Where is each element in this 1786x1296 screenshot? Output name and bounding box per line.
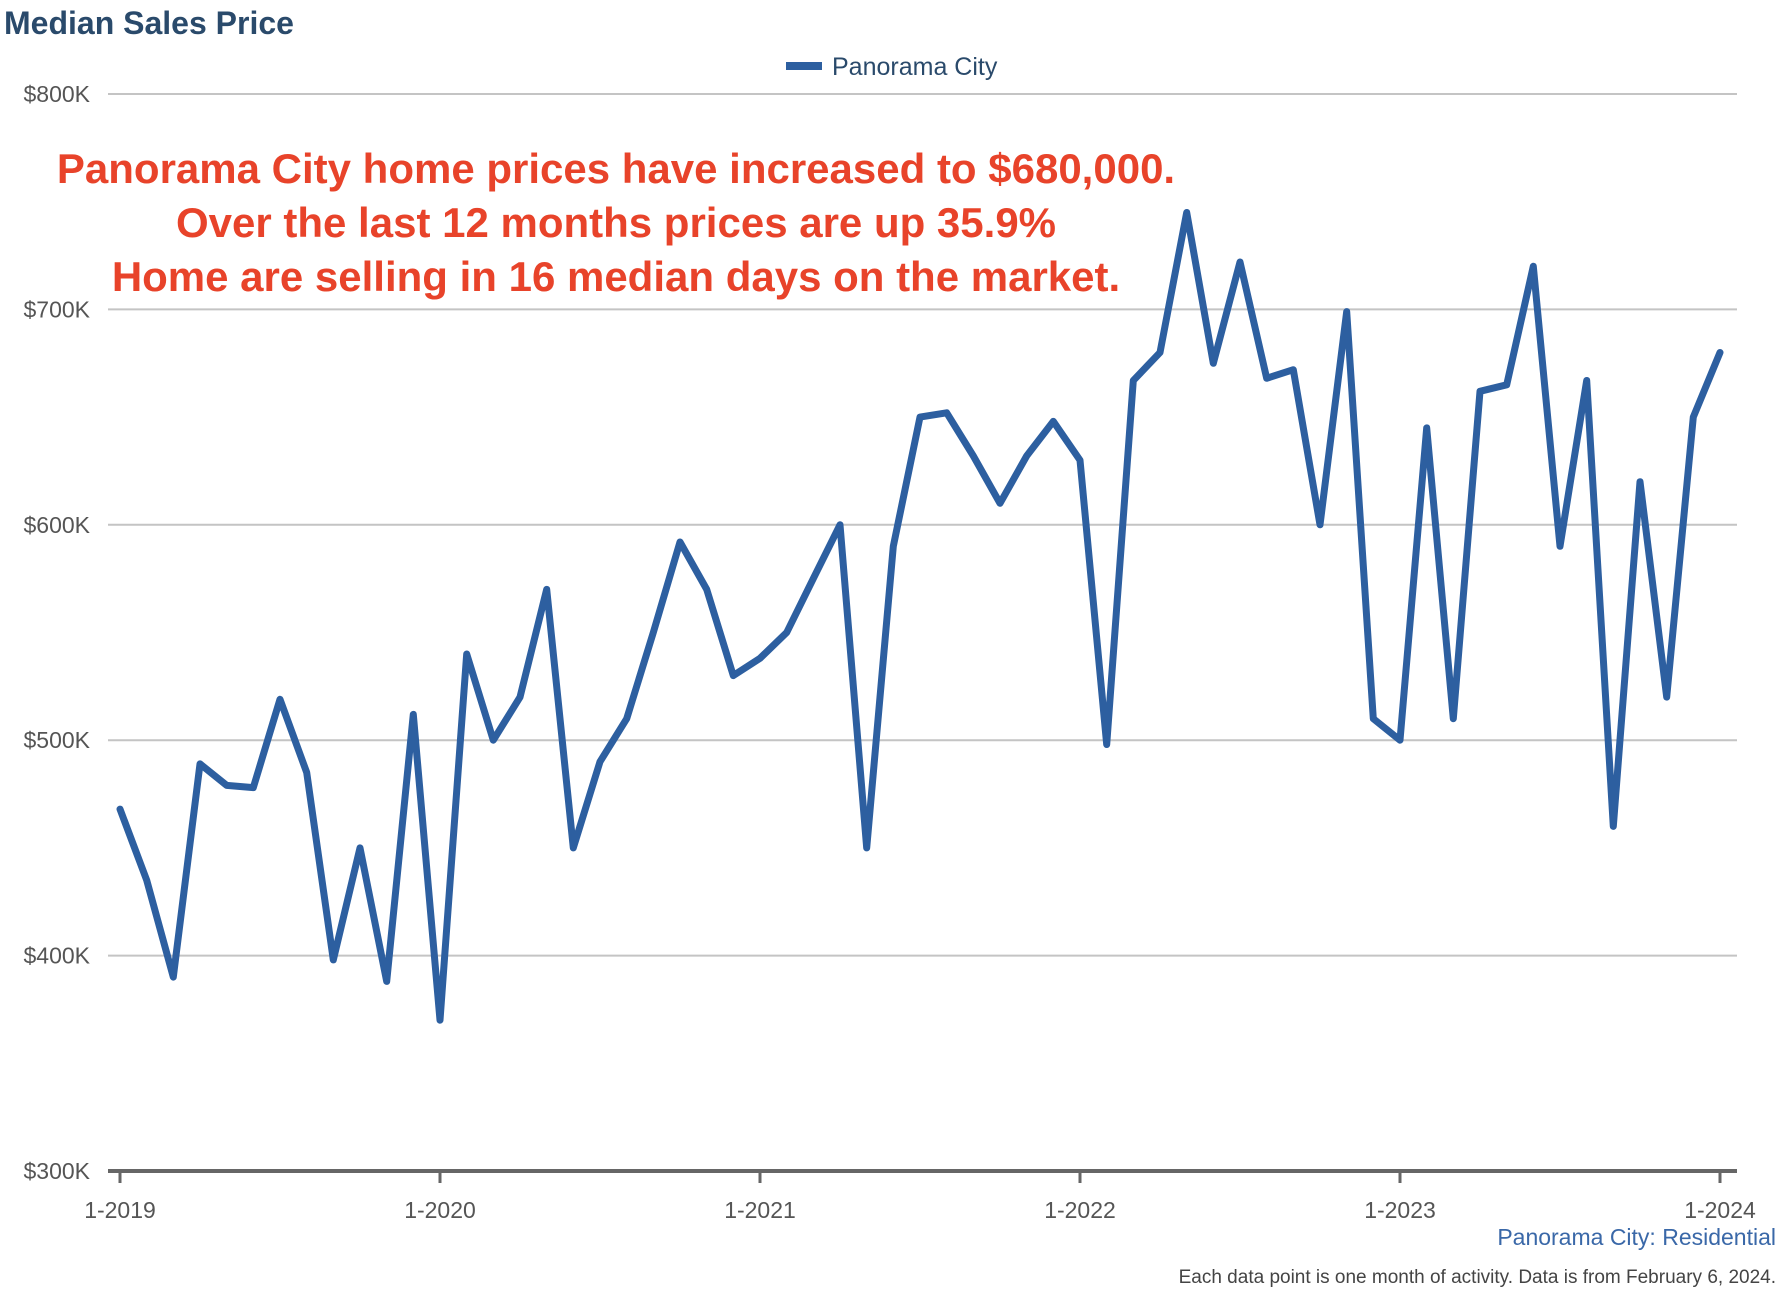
x-tick-label: 1-2023: [1364, 1197, 1436, 1223]
data-point[interactable]: [1423, 424, 1430, 431]
data-point[interactable]: [1290, 366, 1297, 373]
data-point[interactable]: [1583, 377, 1590, 384]
data-point[interactable]: [250, 784, 257, 791]
data-point[interactable]: [757, 655, 763, 662]
x-tick-label: 1-2019: [84, 1197, 156, 1223]
data-point[interactable]: [383, 978, 390, 985]
data-point[interactable]: [170, 974, 177, 981]
data-point[interactable]: [623, 715, 630, 722]
data-point[interactable]: [357, 844, 363, 851]
x-tick-label: 1-2022: [1044, 1197, 1116, 1223]
data-point[interactable]: [1397, 737, 1403, 744]
data-point[interactable]: [1130, 377, 1137, 384]
data-point[interactable]: [543, 586, 550, 593]
data-point[interactable]: [437, 1017, 443, 1024]
y-tick-label: $800K: [23, 81, 90, 107]
data-point[interactable]: [1690, 414, 1697, 421]
y-tick-label: $600K: [23, 512, 90, 538]
data-point[interactable]: [783, 629, 790, 636]
annotation-line-2: Over the last 12 months prices are up 35…: [176, 199, 1056, 246]
data-point[interactable]: [490, 737, 497, 744]
x-tick-label: 1-2020: [404, 1197, 476, 1223]
data-point[interactable]: [997, 500, 1003, 507]
data-point[interactable]: [303, 769, 310, 776]
legend-swatch: [786, 62, 822, 70]
data-point[interactable]: [890, 543, 897, 550]
y-tick-label: $500K: [23, 727, 90, 753]
data-point[interactable]: [1077, 457, 1083, 464]
annotation-block: Panorama City home prices have increased…: [57, 145, 1175, 300]
data-point[interactable]: [1610, 823, 1617, 830]
data-point[interactable]: [223, 782, 230, 789]
data-point[interactable]: [1477, 388, 1483, 395]
footnote: Each data point is one month of activity…: [1179, 1267, 1776, 1288]
data-point[interactable]: [197, 760, 203, 767]
y-tick-label: $700K: [23, 296, 90, 322]
series-panorama-city: [116, 209, 1724, 1024]
data-point[interactable]: [1503, 381, 1510, 388]
data-point[interactable]: [1637, 478, 1643, 485]
x-tick-label: 1-2024: [1684, 1197, 1756, 1223]
data-point[interactable]: [1663, 694, 1670, 701]
data-point[interactable]: [517, 694, 523, 701]
data-point[interactable]: [570, 844, 577, 851]
data-point[interactable]: [1263, 375, 1270, 382]
x-axis: 1-2019 1-2020 1-2021 1-2022 1-2023 1-2024: [84, 1169, 1756, 1223]
data-point[interactable]: [410, 711, 417, 718]
data-point[interactable]: [1210, 360, 1217, 367]
legend[interactable]: Panorama City: [786, 53, 998, 81]
data-point[interactable]: [1717, 349, 1723, 356]
data-point[interactable]: [330, 956, 337, 963]
y-tick-label: $300K: [23, 1158, 90, 1184]
data-point[interactable]: [463, 651, 470, 658]
y-tick-label: $400K: [23, 943, 90, 969]
data-point[interactable]: [1530, 263, 1537, 270]
data-point[interactable]: [1237, 259, 1243, 266]
data-point[interactable]: [650, 629, 657, 636]
data-point[interactable]: [1343, 308, 1350, 315]
data-point[interactable]: [1370, 715, 1377, 722]
legend-label: Panorama City: [832, 53, 998, 81]
data-point[interactable]: [1157, 349, 1163, 356]
annotation-line-3: Home are selling in 16 median days on th…: [112, 253, 1120, 300]
gridlines: [108, 93, 1737, 957]
data-point[interactable]: [1317, 521, 1323, 528]
data-point[interactable]: [1183, 209, 1190, 216]
source-label: Panorama City: Residential: [1497, 1224, 1776, 1250]
annotation-line-1: Panorama City home prices have increased…: [57, 145, 1175, 192]
data-point[interactable]: [1557, 543, 1563, 550]
data-point[interactable]: [597, 758, 603, 765]
x-tick-label: 1-2021: [724, 1197, 796, 1223]
data-point[interactable]: [117, 806, 123, 813]
data-point[interactable]: [970, 452, 977, 459]
data-point[interactable]: [1450, 715, 1457, 722]
data-point[interactable]: [863, 844, 870, 851]
series-line[interactable]: [116, 209, 1724, 1024]
data-point[interactable]: [917, 414, 923, 421]
data-point[interactable]: [277, 696, 283, 703]
y-axis-ticks: $300K $400K $500K $600K $700K $800K: [23, 81, 90, 1184]
data-point[interactable]: [810, 575, 817, 582]
data-point[interactable]: [730, 672, 737, 679]
data-point[interactable]: [1050, 418, 1057, 425]
data-point[interactable]: [943, 409, 950, 416]
data-point[interactable]: [837, 521, 843, 528]
chart-title: Median Sales Price: [4, 5, 294, 41]
data-point[interactable]: [143, 877, 150, 884]
data-point[interactable]: [703, 586, 710, 593]
data-point[interactable]: [677, 539, 683, 546]
data-point[interactable]: [1103, 741, 1110, 748]
data-point[interactable]: [1023, 452, 1030, 459]
